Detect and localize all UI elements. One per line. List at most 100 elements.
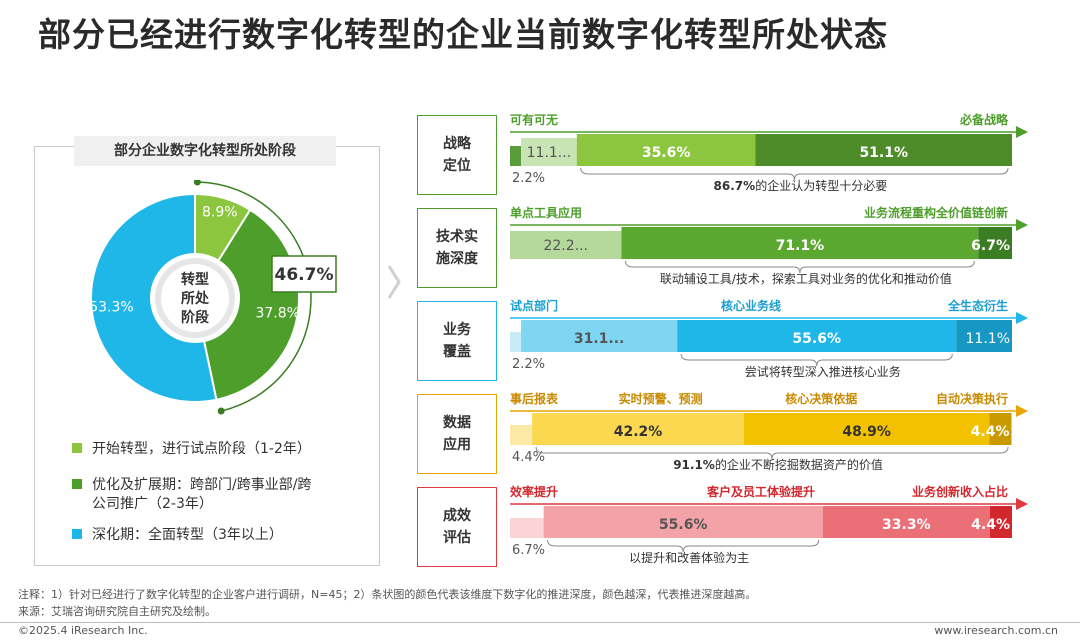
bar-segment-label: 22.2...	[543, 238, 588, 254]
donut-center-label: 阶段	[181, 309, 209, 326]
bar-segment	[755, 134, 1012, 166]
callout-value: 46.7%	[275, 265, 334, 285]
page-title: 部分已经进行数字化转型的企业当前数字化转型所处状态	[38, 15, 888, 54]
scale-label: 效率提升	[510, 484, 558, 499]
bar-segment-label: 2.2%	[512, 357, 545, 372]
bar-segment	[621, 227, 979, 259]
brace	[547, 539, 820, 553]
category-box: 技术实 施深度	[417, 208, 497, 288]
bar-segment	[956, 320, 1012, 352]
bar-segment-label: 6.7%	[971, 238, 1010, 254]
legend-swatch	[72, 479, 82, 489]
bar-segment-label: 33.3%	[882, 517, 931, 533]
category-label: 业务	[443, 322, 471, 338]
category-label: 战略	[443, 136, 471, 152]
legend-label: 开始转型，进行试点阶段（1-2年）	[92, 441, 311, 457]
legend-label: 深化期：全面转型（3年以上）	[92, 527, 283, 543]
stacked-bar-chart: 可有可无 必备战略 2.2% 11.1... 35.6% 51.1% 86.7%的企业认为转…	[510, 112, 1028, 565]
brace	[580, 167, 1009, 181]
donut-center	[161, 264, 229, 332]
bar-segment	[510, 518, 544, 538]
legend-item: 优化及扩展期：跨部门/跨事业部/跨 公司推广（2-3年）	[72, 476, 311, 514]
bar-segment	[510, 146, 522, 166]
bar-segment	[989, 506, 1012, 538]
bar-segment-label: 55.6%	[659, 517, 708, 533]
website: www.iresearch.com.cn	[934, 624, 1058, 637]
scale-arrow-head	[1016, 405, 1028, 417]
bar-segment-label: 48.9%	[842, 424, 891, 440]
category-label: 应用	[443, 437, 471, 453]
bar-segment	[989, 413, 1012, 445]
bar-row: 单点工具应用 业务流程重构全价值链创新 22.2... 71.1% 6.7% 联动辅设工具…	[510, 205, 1028, 286]
donut-center-label: 转型	[181, 271, 209, 288]
bar-segment	[532, 413, 744, 445]
brace	[624, 260, 975, 274]
row-note: 尝试将转型深入推进核心业务	[745, 364, 901, 379]
bar-row: 试点部门 核心业务线 全生态衍生 2.2% 31.1... 55.6% 11.1% 尝试将转型…	[510, 298, 1028, 379]
chevron-right-icon	[387, 265, 401, 299]
scale-arrow-head	[1016, 498, 1028, 510]
copyright: ©2025.4 iResearch Inc.	[18, 624, 148, 637]
row-note: 91.1%的企业不断挖掘数据资产的价值	[673, 457, 883, 472]
bar-segment	[677, 320, 957, 352]
panel-title: 部分企业数字化转型所处阶段	[74, 136, 336, 166]
legend-label: 公司推广（2-3年）	[92, 496, 213, 512]
bar-segment-label: 11.1...	[527, 145, 572, 161]
bar-segment-label: 4.4%	[512, 450, 545, 465]
category-label: 数据	[443, 415, 471, 431]
scale-label: 核心决策依据	[785, 391, 857, 406]
donut-label-3: 53.3%	[89, 300, 133, 316]
scale-arrow-head	[1016, 219, 1028, 231]
legend-item: 开始转型，进行试点阶段（1-2年）	[72, 440, 311, 459]
scale-label: 业务创新收入占比	[912, 484, 1008, 499]
footer-divider	[0, 622, 1080, 623]
scale-label: 事后报表	[510, 391, 559, 406]
legend-swatch	[72, 443, 82, 453]
scale-label: 核心业务线	[721, 298, 781, 313]
scale-label: 全生态衍生	[947, 298, 1008, 313]
bar-segment	[521, 320, 678, 352]
scale-arrow-head	[1016, 312, 1028, 324]
bar-segment-label: 51.1%	[859, 145, 908, 161]
scale-label: 必备战略	[959, 112, 1009, 127]
bar-segment-label: 6.7%	[512, 543, 545, 558]
category-label: 技术实	[436, 229, 478, 245]
bar-segment-label: 2.2%	[512, 171, 545, 186]
brace	[535, 446, 1009, 460]
category-box: 战略 定位	[417, 115, 497, 195]
bar-segment	[510, 425, 533, 445]
donut-slice-3	[90, 192, 218, 403]
bar-segment	[521, 138, 577, 166]
row-note: 以提升和改善体验为主	[629, 550, 749, 565]
bar-segment-label: 4.4%	[971, 517, 1010, 533]
legend-label: 优化及扩展期：跨部门/跨事业部/跨	[92, 477, 312, 493]
bar-segment-label: 35.6%	[642, 145, 691, 161]
category-box: 成效 评估	[417, 487, 497, 567]
scale-arrow-head	[1016, 126, 1028, 138]
footnote: 注释：1）针对已经进行了数字化转型的企业客户进行调研，N=45；2）条状图的颜色…	[18, 588, 757, 601]
legend-swatch	[72, 529, 82, 539]
scale-label: 客户及员工体验提升	[706, 484, 815, 499]
category-label: 评估	[443, 530, 471, 546]
bar-row: 事后报表 实时预警、预测 核心决策依据 自动决策执行 4.4% 42.2% 48.9% 4.4…	[510, 391, 1028, 472]
bar-segment	[822, 506, 990, 538]
brace	[680, 353, 953, 367]
scale-label: 自动决策执行	[936, 391, 1008, 406]
scale-label: 试点部门	[510, 298, 558, 313]
callout-box	[271, 255, 337, 293]
bar-segment-label: 11.1%	[966, 331, 1010, 347]
donut-chart: 8.9% 37.8% 53.3% 转型所处阶段 46.7%	[89, 180, 337, 415]
donut-center-label: 所处	[181, 290, 210, 307]
bar-segment-label: 71.1%	[776, 238, 825, 254]
bar-segment-label: 42.2%	[614, 424, 663, 440]
category-box: 业务 覆盖	[417, 301, 497, 381]
row-note: 联动辅设工具/技术，探索工具对业务的优化和推动价值	[660, 271, 952, 286]
bar-segment	[510, 332, 522, 352]
bracket-dot	[217, 407, 225, 415]
bar-segment	[510, 231, 622, 259]
bracket-dot	[193, 180, 201, 186]
row-note: 86.7%的企业认为转型十分必要	[714, 178, 888, 193]
scale-label: 业务流程重构全价值链创新	[864, 205, 1008, 220]
bar-row: 效率提升 客户及员工体验提升 业务创新收入占比 6.7% 55.6% 33.3% 4.4% 以…	[510, 484, 1028, 565]
bar-segment	[576, 134, 756, 166]
